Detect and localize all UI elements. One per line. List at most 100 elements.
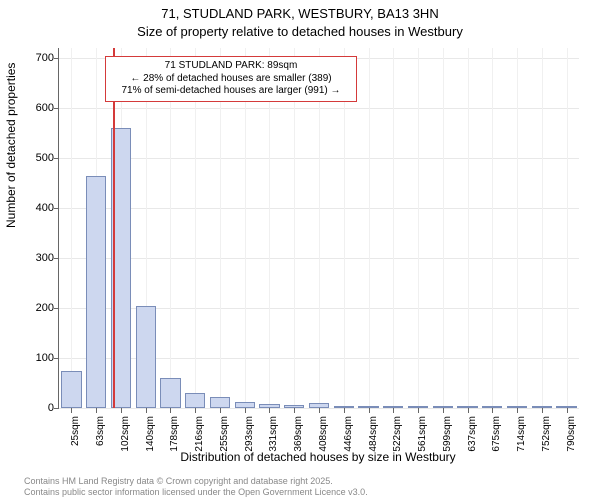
gridline-v <box>245 48 246 408</box>
gridline-v <box>269 48 270 408</box>
histogram-bar <box>383 406 403 408</box>
xtick-mark <box>567 408 568 413</box>
gridline-v <box>418 48 419 408</box>
gridline-v <box>468 48 469 408</box>
gridline-v <box>393 48 394 408</box>
histogram-bar <box>185 393 205 408</box>
gridline-v <box>369 48 370 408</box>
annotation-line: ← 28% of detached houses are smaller (38… <box>112 73 350 86</box>
xtick-mark <box>294 408 295 413</box>
xtick-mark <box>468 408 469 413</box>
xtick-label: 752sqm <box>541 416 552 456</box>
gridline-v <box>344 48 345 408</box>
chart-title-main: 71, STUDLAND PARK, WESTBURY, BA13 3HN <box>0 6 600 21</box>
histogram-bar <box>309 403 329 408</box>
marker-vline <box>113 48 115 408</box>
gridline-v <box>567 48 568 408</box>
xtick-mark <box>170 408 171 413</box>
xtick-mark <box>443 408 444 413</box>
ytick-label: 700 <box>14 52 54 64</box>
histogram-bar <box>482 406 502 408</box>
xtick-label: 331sqm <box>268 416 279 456</box>
xtick-label: 140sqm <box>145 416 156 456</box>
xtick-label: 790sqm <box>566 416 577 456</box>
xtick-label: 255sqm <box>219 416 230 456</box>
histogram-bar <box>160 378 180 408</box>
histogram-bar <box>284 405 304 408</box>
gridline-v <box>195 48 196 408</box>
xtick-label: 178sqm <box>169 416 180 456</box>
ytick-label: 100 <box>14 352 54 364</box>
ytick-label: 300 <box>14 252 54 264</box>
xtick-mark <box>319 408 320 413</box>
histogram-bar <box>507 406 527 408</box>
gridline-v <box>294 48 295 408</box>
gridline-v <box>542 48 543 408</box>
xtick-mark <box>393 408 394 413</box>
ytick-label: 500 <box>14 152 54 164</box>
ytick-mark <box>54 158 59 159</box>
ytick-label: 600 <box>14 102 54 114</box>
histogram-bar <box>334 406 354 409</box>
gridline-v <box>517 48 518 408</box>
xtick-mark <box>418 408 419 413</box>
xtick-label: 102sqm <box>120 416 131 456</box>
ytick-label: 400 <box>14 202 54 214</box>
histogram-bar <box>556 406 576 408</box>
xtick-mark <box>245 408 246 413</box>
annotation-line: 71 STUDLAND PARK: 89sqm <box>112 60 350 73</box>
xtick-mark <box>121 408 122 413</box>
gridline-v <box>71 48 72 408</box>
footer-line-2: Contains public sector information licen… <box>24 487 368 498</box>
ytick-label: 200 <box>14 302 54 314</box>
xtick-label: 25sqm <box>70 416 81 456</box>
histogram-bar <box>61 371 81 409</box>
xtick-label: 714sqm <box>516 416 527 456</box>
xtick-label: 408sqm <box>318 416 329 456</box>
xtick-mark <box>195 408 196 413</box>
histogram-bar <box>136 306 156 409</box>
ytick-mark <box>54 208 59 209</box>
xtick-label: 446sqm <box>343 416 354 456</box>
plot-area <box>58 48 579 409</box>
annotation-box: 71 STUDLAND PARK: 89sqm← 28% of detached… <box>105 56 357 102</box>
histogram-bar <box>408 406 428 408</box>
xtick-mark <box>220 408 221 413</box>
histogram-bar <box>433 406 453 408</box>
xtick-mark <box>344 408 345 413</box>
xtick-label: 484sqm <box>368 416 379 456</box>
xtick-mark <box>269 408 270 413</box>
footer-attribution: Contains HM Land Registry data © Crown c… <box>24 476 368 498</box>
ytick-mark <box>54 258 59 259</box>
xtick-mark <box>542 408 543 413</box>
xtick-label: 522sqm <box>392 416 403 456</box>
footer-line-1: Contains HM Land Registry data © Crown c… <box>24 476 368 487</box>
xtick-label: 63sqm <box>95 416 106 456</box>
ytick-mark <box>54 308 59 309</box>
ytick-mark <box>54 358 59 359</box>
ytick-label: 0 <box>14 402 54 414</box>
xtick-label: 675sqm <box>491 416 502 456</box>
gridline-v <box>170 48 171 408</box>
gridline-v <box>492 48 493 408</box>
xtick-label: 369sqm <box>293 416 304 456</box>
xtick-label: 216sqm <box>194 416 205 456</box>
gridline-v <box>443 48 444 408</box>
xtick-label: 561sqm <box>417 416 428 456</box>
histogram-bar <box>532 406 552 408</box>
annotation-line: 71% of semi-detached houses are larger (… <box>112 85 350 98</box>
histogram-bar <box>358 406 378 408</box>
gridline-v <box>319 48 320 408</box>
histogram-bar <box>259 404 279 408</box>
xtick-mark <box>96 408 97 413</box>
histogram-bar <box>235 402 255 408</box>
histogram-bar <box>457 406 477 408</box>
xtick-mark <box>517 408 518 413</box>
xtick-label: 293sqm <box>244 416 255 456</box>
histogram-bar <box>86 176 106 409</box>
chart-title-sub: Size of property relative to detached ho… <box>0 24 600 39</box>
histogram-bar <box>210 397 230 408</box>
ytick-mark <box>54 58 59 59</box>
ytick-mark <box>54 408 59 409</box>
ytick-mark <box>54 108 59 109</box>
